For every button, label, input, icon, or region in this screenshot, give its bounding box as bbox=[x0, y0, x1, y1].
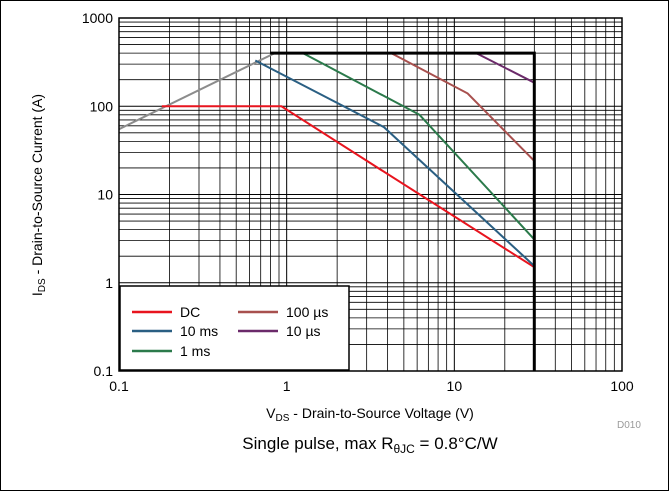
legend-label: 10 µs bbox=[286, 323, 321, 339]
legend-label: 100 µs bbox=[286, 304, 328, 320]
tick-labels: 0.1 1 10 100 0.1 1 10 100 1000 bbox=[82, 10, 634, 394]
legend-box bbox=[119, 285, 350, 371]
legend-label: 1 ms bbox=[180, 343, 210, 359]
legend-label: 10 ms bbox=[180, 323, 218, 339]
legend: DC 10 ms 1 ms 100 µs 10 µs bbox=[119, 285, 350, 371]
plot-border bbox=[118, 17, 623, 372]
x-tick-label: 0.1 bbox=[109, 378, 129, 394]
y-tick-label: 1000 bbox=[82, 10, 113, 26]
soa-boundary-line bbox=[270, 51, 536, 371]
y-tick-label: 10 bbox=[97, 187, 113, 203]
series-line-1 bbox=[254, 59, 535, 267]
x-tick-label: 1 bbox=[283, 378, 291, 394]
series-line-3 bbox=[390, 52, 536, 162]
x-tick-label: 100 bbox=[610, 378, 634, 394]
y-tick-label: 1 bbox=[105, 275, 113, 291]
y-tick-label: 0.1 bbox=[94, 363, 114, 379]
curves bbox=[118, 51, 536, 371]
series-line-2 bbox=[302, 52, 536, 241]
y-tick-label: 100 bbox=[90, 98, 114, 114]
chart-caption: Single pulse, max RθJC = 0.8°C/W bbox=[242, 434, 497, 456]
figure-code: D010 bbox=[617, 420, 641, 431]
legend-label: DC bbox=[180, 304, 200, 320]
x-tick-label: 10 bbox=[447, 378, 463, 394]
x-axis-label: VDS - Drain-to-Source Voltage (V) bbox=[266, 405, 474, 424]
rds-on-limit-line bbox=[118, 52, 276, 131]
series-line-0 bbox=[161, 105, 535, 269]
y-axis-label: IDS - Drain-to-Source Current (A) bbox=[29, 94, 48, 296]
series-line-4 bbox=[475, 52, 535, 84]
